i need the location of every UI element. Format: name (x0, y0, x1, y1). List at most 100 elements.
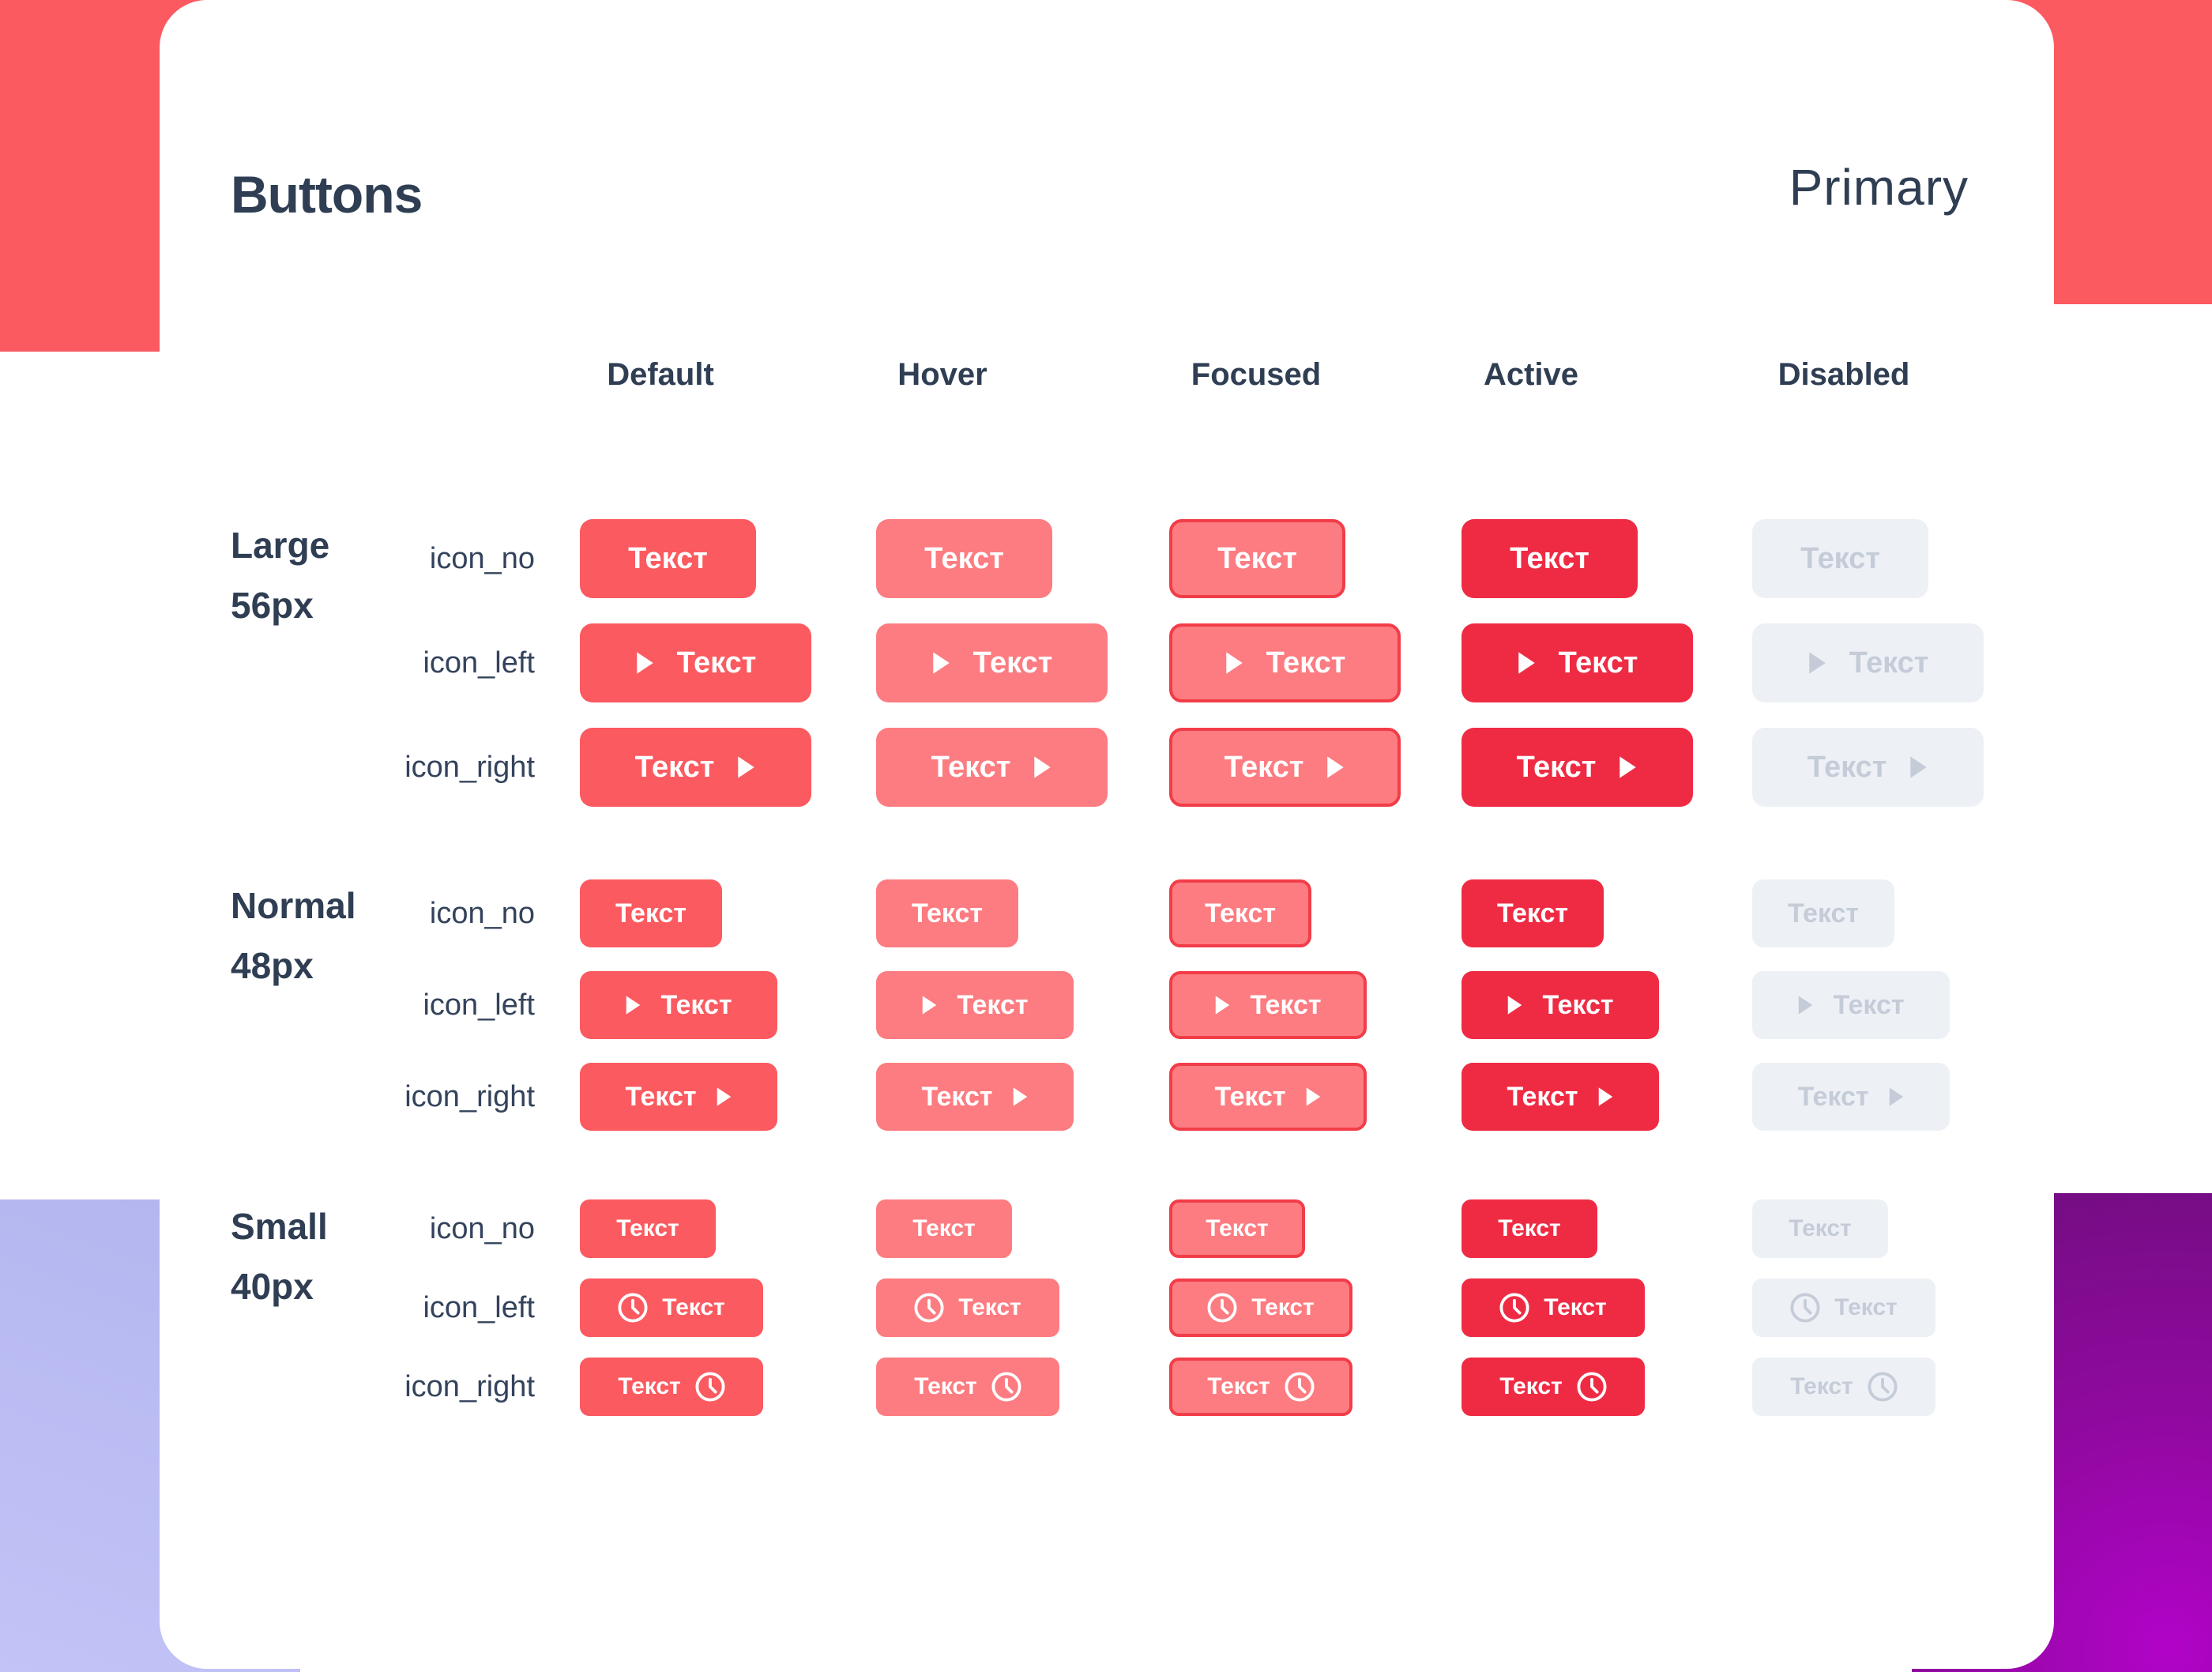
button-small-icon_left-disabled: Текст (1752, 1278, 1936, 1337)
button-label: Текст (1833, 989, 1905, 1020)
button-label: Текст (914, 1373, 977, 1399)
column-header-disabled: Disabled (1778, 357, 1910, 392)
button-label: Текст (1807, 750, 1887, 784)
button-large-icon_right-active[interactable]: Текст (1462, 728, 1693, 807)
play-icon (1326, 755, 1345, 779)
button-normal-icon_no-hover[interactable]: Текст (876, 879, 1018, 947)
clock-icon (914, 1293, 944, 1323)
button-normal-icon_right-default[interactable]: Текст (580, 1063, 777, 1131)
button-label: Текст (931, 750, 1011, 784)
button-normal-icon_left-hover[interactable]: Текст (876, 971, 1074, 1039)
button-label: Текст (1787, 898, 1860, 928)
clock-icon (1207, 1293, 1237, 1323)
button-label: Текст (1224, 750, 1304, 784)
button-small-icon_right-active[interactable]: Текст (1462, 1358, 1645, 1416)
button-normal-icon_left-default[interactable]: Текст (580, 971, 777, 1039)
button-normal-icon_no-default[interactable]: Текст (580, 879, 722, 947)
button-large-icon_no-default[interactable]: Текст (580, 519, 756, 598)
button-normal-icon_right-hover[interactable]: Текст (876, 1063, 1074, 1131)
button-label: Текст (1542, 989, 1614, 1020)
variant-title: Primary (1789, 159, 1969, 216)
clock-icon (1577, 1372, 1607, 1402)
button-normal-icon_no-disabled: Текст (1752, 879, 1894, 947)
button-large-icon_no-focused[interactable]: Текст (1169, 519, 1345, 598)
size-group-name: Small (231, 1206, 328, 1247)
play-icon (1214, 995, 1231, 1015)
size-group-label-large: Large 56px (231, 515, 329, 635)
button-large-icon_left-hover[interactable]: Текст (876, 623, 1108, 702)
button-large-icon_no-disabled: Текст (1752, 519, 1928, 598)
size-group-label-small: Small 40px (231, 1196, 328, 1316)
button-large-icon_left-focused[interactable]: Текст (1169, 623, 1401, 702)
button-large-icon_right-focused[interactable]: Текст (1169, 728, 1401, 807)
size-group-name: Large (231, 525, 330, 566)
button-label: Текст (618, 1373, 681, 1399)
column-header-focused: Focused (1191, 357, 1322, 392)
play-icon (1012, 1086, 1029, 1107)
button-small-icon_right-disabled: Текст (1752, 1358, 1936, 1416)
button-label: Текст (1558, 646, 1638, 680)
button-label: Текст (1496, 898, 1569, 928)
button-row-large-icon-no: icon_no Текст Текст Текст Текст Текст (160, 519, 2054, 598)
button-small-icon_right-hover[interactable]: Текст (876, 1358, 1059, 1416)
button-label: Текст (924, 541, 1004, 575)
play-icon (931, 651, 951, 675)
button-small-icon_right-focused[interactable]: Текст (1169, 1358, 1352, 1416)
row-label: icon_right (404, 750, 535, 784)
button-label: Текст (1266, 646, 1346, 680)
row-label: icon_left (423, 988, 535, 1022)
column-header-active: Active (1483, 357, 1579, 392)
play-icon (625, 995, 641, 1015)
button-large-icon_left-active[interactable]: Текст (1462, 623, 1693, 702)
button-row-small-icon-right: icon_right Текст Текст Текст Текст Текст (160, 1358, 2054, 1416)
button-large-icon_right-default[interactable]: Текст (580, 728, 811, 807)
play-icon (716, 1086, 732, 1107)
button-small-icon_no-disabled: Текст (1752, 1199, 1888, 1258)
button-large-icon_left-disabled: Текст (1752, 623, 1984, 702)
button-normal-icon_left-focused[interactable]: Текст (1169, 971, 1367, 1039)
play-icon (1033, 755, 1052, 779)
button-small-icon_no-hover[interactable]: Текст (876, 1199, 1012, 1258)
button-normal-icon_right-focused[interactable]: Текст (1169, 1063, 1367, 1131)
button-label: Текст (958, 1294, 1021, 1320)
button-normal-icon_left-active[interactable]: Текст (1462, 971, 1659, 1039)
clock-icon (1285, 1372, 1315, 1402)
row-label: icon_no (429, 541, 535, 575)
button-small-icon_no-focused[interactable]: Текст (1169, 1199, 1305, 1258)
button-label: Текст (921, 1081, 993, 1112)
button-large-icon_right-hover[interactable]: Текст (876, 728, 1108, 807)
button-normal-icon_no-active[interactable]: Текст (1462, 879, 1604, 947)
button-large-icon_no-hover[interactable]: Текст (876, 519, 1052, 598)
button-small-icon_left-hover[interactable]: Текст (876, 1278, 1059, 1337)
button-label: Текст (972, 646, 1053, 680)
button-small-icon_left-active[interactable]: Текст (1462, 1278, 1645, 1337)
button-small-icon_left-default[interactable]: Текст (580, 1278, 763, 1337)
button-normal-icon_right-disabled: Текст (1752, 1063, 1950, 1131)
row-label: icon_right (404, 1079, 535, 1113)
button-label: Текст (1250, 989, 1322, 1020)
button-label: Текст (662, 1294, 725, 1320)
button-label: Текст (625, 1081, 697, 1112)
size-group-name: Normal (231, 885, 356, 926)
button-small-icon_right-default[interactable]: Текст (580, 1358, 763, 1416)
button-small-icon_left-focused[interactable]: Текст (1169, 1278, 1352, 1337)
button-label: Текст (1499, 1373, 1563, 1399)
button-label: Текст (616, 1215, 679, 1241)
button-large-icon_left-default[interactable]: Текст (580, 623, 811, 702)
play-icon (1597, 1086, 1614, 1107)
button-label: Текст (912, 1215, 976, 1241)
clock-icon (991, 1372, 1021, 1402)
button-label: Текст (1251, 1294, 1315, 1320)
size-group-label-normal: Normal 48px (231, 876, 356, 996)
button-small-icon_no-default[interactable]: Текст (580, 1199, 716, 1258)
button-label: Текст (1217, 541, 1297, 575)
button-small-icon_no-active[interactable]: Текст (1462, 1199, 1597, 1258)
play-icon (1305, 1086, 1322, 1107)
button-normal-icon_no-focused[interactable]: Текст (1169, 879, 1311, 947)
button-label: Текст (1510, 541, 1589, 575)
button-large-icon_no-active[interactable]: Текст (1462, 519, 1638, 598)
button-label: Текст (1507, 1081, 1578, 1112)
clock-icon (1790, 1293, 1820, 1323)
button-normal-icon_right-active[interactable]: Текст (1462, 1063, 1659, 1131)
